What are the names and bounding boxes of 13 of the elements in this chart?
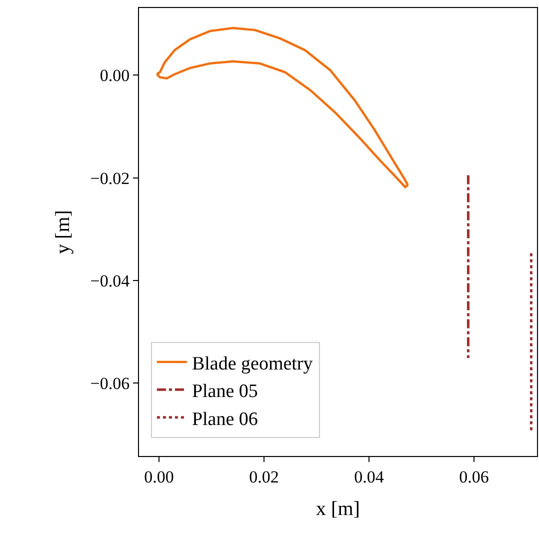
x-tick-label: 0.06 [459,467,489,486]
x-tick-label: 0.02 [249,467,279,486]
legend-label: Plane 05 [192,381,258,402]
legend-label: Blade geometry [192,353,314,374]
y-tick-label: −0.02 [90,168,130,188]
y-tick-label: −0.06 [90,374,130,394]
x-axis-title: x [m] [316,498,360,520]
y-axis-title: y [m] [52,210,74,254]
y-tick-label: 0.00 [100,66,130,86]
x-tick-label: 0.00 [144,467,174,486]
y-tick-label: −0.04 [90,271,130,290]
legend-label: Plane 06 [192,408,258,430]
x-tick-label: 0.04 [354,467,384,486]
